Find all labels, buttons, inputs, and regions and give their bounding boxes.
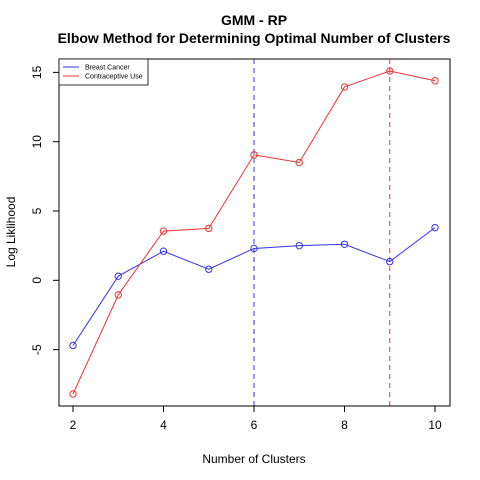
series-line-contraceptive-use (72, 70, 436, 395)
point-breast-cancer-9 (386, 257, 394, 266)
series-group (69, 67, 439, 398)
x-tick-label: 4 (160, 418, 167, 432)
chart-subtitle: Elbow Method for Determining Optimal Num… (58, 30, 451, 46)
point-contraceptive-use-9 (386, 67, 394, 75)
x-tick-label: 6 (251, 418, 258, 432)
point-breast-cancer-3 (114, 272, 122, 280)
y-tick-label: -5 (30, 344, 44, 355)
x-axis-label: Number of Clusters (202, 452, 305, 466)
x-axis: 2 4 6 8 10 (70, 405, 442, 432)
point-breast-cancer-4 (159, 247, 168, 255)
point-contraceptive-use-6 (250, 151, 258, 159)
point-contraceptive-use-4 (159, 227, 168, 235)
y-tick-label: 10 (30, 135, 44, 149)
point-contraceptive-use-2 (69, 390, 77, 398)
legend-box (58, 58, 149, 86)
point-breast-cancer-7 (295, 241, 303, 250)
series-line-breast-cancer (72, 227, 436, 346)
point-breast-cancer-10 (431, 223, 439, 232)
point-contraceptive-use-8 (340, 83, 349, 91)
point-breast-cancer-8 (340, 240, 349, 248)
y-tick-label: 0 (30, 277, 44, 284)
point-contraceptive-use-5 (205, 224, 213, 233)
point-breast-cancer-2 (69, 341, 77, 350)
reference-lines (253, 59, 391, 406)
y-tick-label: 15 (30, 65, 44, 79)
legend-label: Contraceptive Use (85, 74, 143, 81)
x-tick-label: 10 (428, 418, 442, 432)
point-contraceptive-use-3 (114, 291, 122, 299)
chart-title: GMM - RP (221, 12, 287, 28)
point-contraceptive-use-7 (295, 158, 303, 167)
x-tick-label: 2 (70, 418, 77, 432)
point-breast-cancer-6 (250, 244, 258, 253)
y-axis-label: Log Liklihood (4, 197, 18, 268)
point-breast-cancer-5 (205, 265, 213, 273)
legend-label: Breast Cancer (85, 65, 130, 72)
x-tick-label: 8 (341, 418, 348, 432)
legend: Breast Cancer Contraceptive Use (58, 58, 149, 86)
point-contraceptive-use-10 (431, 77, 439, 85)
y-axis: -5 0 5 10 15 (30, 65, 60, 355)
y-tick-label: 5 (30, 207, 44, 214)
